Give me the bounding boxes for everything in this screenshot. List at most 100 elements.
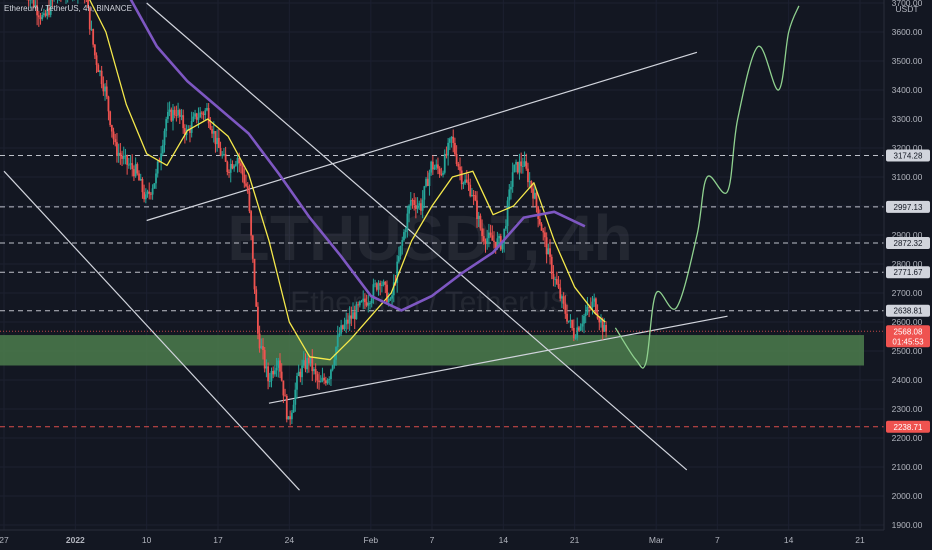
candle-body [279,360,281,372]
moving-average-fast [89,0,606,361]
price-tick-label: 3300.00 [892,114,923,124]
candle-body [484,241,487,244]
candle-body [272,370,275,375]
candle-body [161,145,164,154]
candle-body [165,119,168,131]
candle-body [328,379,331,381]
time-axis[interactable]: 27 2022 10 17 24 Feb 7 14 21 Mar 7 14 21 [0,535,865,545]
candle-body [163,130,166,146]
candle-body [228,171,230,173]
candle-body [190,121,193,133]
candle-body [465,179,468,183]
candle-body [481,228,484,237]
candle-body [552,274,555,280]
candle-body [414,205,417,209]
candle-body [455,154,458,164]
candle-body [134,164,137,177]
price-axis[interactable]: 1900.00 2000.00 2100.00 2200.00 2300.00 2400.… [892,0,923,530]
candle-body [360,301,363,303]
candle-body [401,240,404,246]
candle-body [486,238,489,244]
candle-body [323,377,326,381]
candle-body [270,370,273,381]
candle-body [583,315,585,324]
candle-body [273,370,276,375]
trendlines[interactable] [3,2,728,491]
candle-body [109,111,112,126]
candle-body [435,164,438,168]
candle-body [521,165,524,167]
candle-body [445,153,448,156]
candle-body [510,186,512,190]
price-axis-panel[interactable] [884,0,932,530]
candle-body [591,301,594,308]
candle-body [477,215,480,220]
candle-body [168,109,171,112]
candle-body [207,107,210,124]
moving-averages [89,0,606,361]
candle-body [93,44,96,56]
candle-body [544,232,546,238]
candle-body [199,112,202,118]
price-tick-label: 2800.00 [892,259,923,269]
level-price-text: 2997.13 [894,203,923,212]
candle-body [253,258,256,290]
candle-body [527,168,529,183]
candle-body [364,298,366,303]
moving-average-slow [129,0,586,312]
candle-body [294,389,297,405]
candle-body [367,303,370,306]
candle-body [178,109,181,117]
candle-body [183,128,186,136]
price-tick-label: 3100.00 [892,172,923,182]
trendline[interactable] [146,2,688,471]
candle-body [464,179,467,184]
candle-body [550,256,553,275]
candle-body [234,164,237,166]
current-price-tag [886,325,930,348]
candle-body [375,283,378,290]
candle-body [420,203,422,211]
candle-body [579,326,582,331]
candle-body [594,298,597,314]
candle-body [32,0,35,7]
candle-body [498,236,500,239]
candle-body [139,179,142,181]
candle-body [598,318,601,323]
candle-body [216,137,219,145]
candle-body [476,200,478,220]
candle-body [348,315,351,324]
trendline[interactable] [268,315,728,404]
price-axis-unit: USDT [895,4,918,14]
trendline[interactable] [146,51,698,222]
candle-body [379,282,382,286]
candle-body [586,306,589,313]
candle-body [296,375,298,390]
candle-body [605,325,607,332]
time-axis-panel[interactable] [0,530,932,550]
candle-body [309,357,312,364]
candle-body [413,200,416,206]
candle-body [333,359,336,366]
candle-body [355,304,358,320]
candle-body [408,205,410,214]
candle-body [525,161,528,169]
candle-body [289,416,292,420]
candle-body [504,226,507,229]
candle-body [284,395,286,397]
candle-body [221,154,224,156]
candle-body [110,125,113,132]
level-price-text: 2872.32 [894,239,923,248]
candle-body [561,296,563,299]
projection-path[interactable] [614,5,800,369]
candle-body [330,369,332,380]
projection-layer[interactable] [614,5,800,369]
grid [0,0,884,530]
candle-body [48,8,50,15]
candle-body [345,319,348,325]
trendline[interactable] [3,170,300,491]
candle-body [138,173,140,181]
candle-body [173,109,176,115]
